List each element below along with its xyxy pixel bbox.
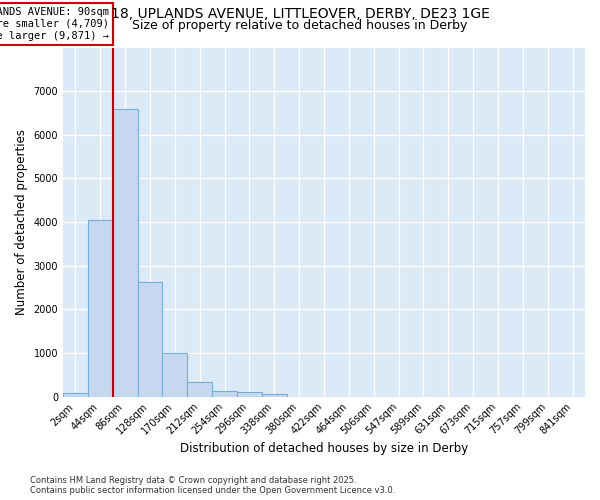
Bar bbox=[187, 382, 212, 396]
Text: Contains HM Land Registry data © Crown copyright and database right 2025.
Contai: Contains HM Land Registry data © Crown c… bbox=[30, 476, 395, 495]
Text: 18 UPLANDS AVENUE: 90sqm
← 32% of detached houses are smaller (4,709)
67% of sem: 18 UPLANDS AVENUE: 90sqm ← 32% of detach… bbox=[0, 8, 109, 40]
X-axis label: Distribution of detached houses by size in Derby: Distribution of detached houses by size … bbox=[180, 442, 468, 455]
Bar bbox=[137, 282, 163, 397]
Bar bbox=[262, 394, 287, 396]
Text: Size of property relative to detached houses in Derby: Size of property relative to detached ho… bbox=[133, 18, 467, 32]
Bar bbox=[113, 108, 137, 397]
Bar bbox=[237, 392, 262, 396]
Y-axis label: Number of detached properties: Number of detached properties bbox=[15, 129, 28, 315]
Bar bbox=[88, 220, 113, 396]
Bar bbox=[212, 392, 237, 396]
Text: 18, UPLANDS AVENUE, LITTLEOVER, DERBY, DE23 1GE: 18, UPLANDS AVENUE, LITTLEOVER, DERBY, D… bbox=[110, 8, 490, 22]
Bar bbox=[63, 394, 88, 396]
Bar bbox=[163, 353, 187, 397]
